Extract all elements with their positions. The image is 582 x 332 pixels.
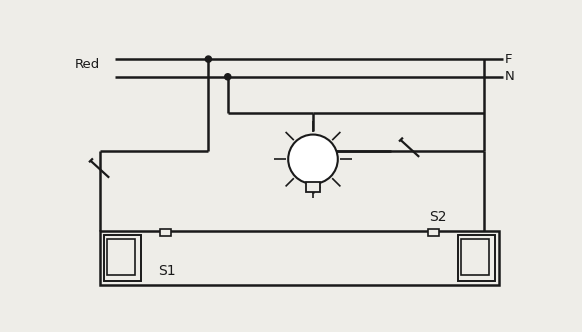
- Circle shape: [225, 74, 231, 80]
- Text: Red: Red: [75, 58, 100, 71]
- FancyBboxPatch shape: [160, 229, 171, 236]
- Circle shape: [288, 134, 338, 184]
- Text: F: F: [505, 52, 513, 66]
- FancyBboxPatch shape: [458, 235, 495, 281]
- FancyBboxPatch shape: [104, 235, 141, 281]
- Text: S1: S1: [158, 264, 176, 278]
- FancyBboxPatch shape: [100, 231, 499, 285]
- FancyBboxPatch shape: [461, 239, 489, 275]
- FancyBboxPatch shape: [306, 182, 320, 192]
- Text: S2: S2: [430, 210, 447, 224]
- Circle shape: [205, 56, 211, 62]
- FancyBboxPatch shape: [107, 239, 135, 275]
- FancyBboxPatch shape: [428, 229, 439, 236]
- Text: N: N: [505, 70, 515, 83]
